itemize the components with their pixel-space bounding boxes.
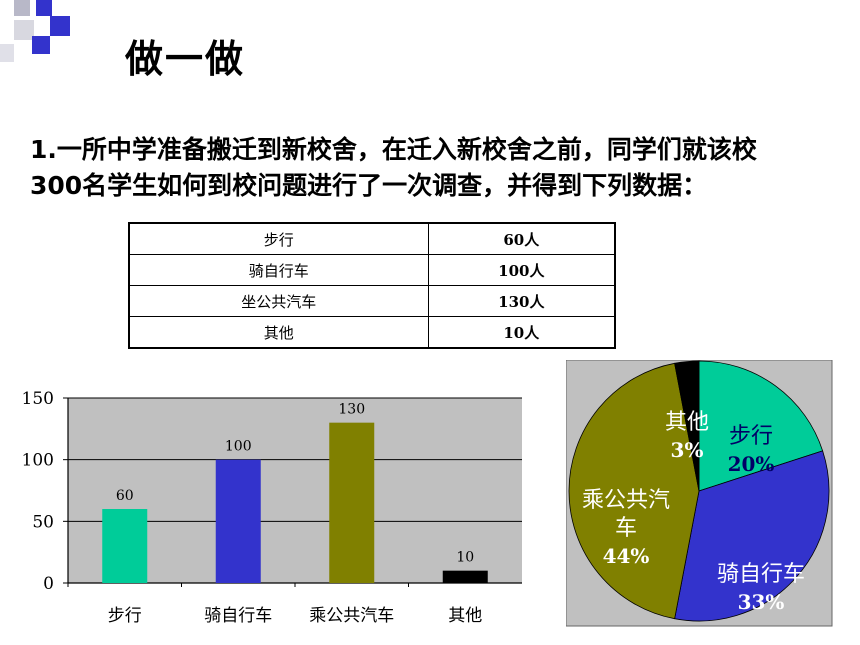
bar-chart: 0 50 100 150 60 步行 100 骑自行车 130 乘公共汽车 10 其他 <box>22 389 522 626</box>
y-tick-label: 0 <box>43 574 54 594</box>
x-tick-label: 乘公共汽车 <box>309 606 394 626</box>
table-cell-value: 130人 <box>427 285 616 317</box>
table-cell-value: 100人 <box>427 254 616 286</box>
data-table: 步行 60人 骑自行车 100人 坐公共汽车 130人 其他 10人 <box>128 222 616 349</box>
y-tick-label: 50 <box>32 512 54 532</box>
slice-label: 20% <box>728 452 775 476</box>
bar <box>102 509 148 583</box>
deco-square <box>36 0 52 16</box>
slice-label: 33% <box>738 590 785 614</box>
x-tick-label: 步行 <box>108 606 142 626</box>
problem-text: 1.一所中学准备搬迁到新校舍，在迁入新校舍之前，同学们就该校300名学生如何到校… <box>30 135 757 200</box>
bar <box>329 422 375 583</box>
table-row: 骑自行车 100人 <box>128 254 616 286</box>
pie-chart: 步行 20% 骑自行车 33% 乘公共汽车 44% 其他 3% <box>566 360 833 627</box>
data-label: 100 <box>225 439 252 455</box>
pie-slice <box>674 360 700 492</box>
pie-slice <box>568 362 700 620</box>
table-cell-label: 坐公共汽车 <box>128 285 429 317</box>
pie-slice <box>674 450 830 622</box>
slice-label: 骑自行车 <box>717 562 805 587</box>
x-tick-label: 其他 <box>448 606 482 626</box>
page-title: 做一做 <box>125 37 246 81</box>
table-cell-value: 10人 <box>427 316 616 349</box>
deco-square <box>0 44 14 62</box>
y-tick-label: 150 <box>22 389 54 409</box>
table-cell-value: 60人 <box>427 222 616 255</box>
bar <box>442 570 488 583</box>
deco-square <box>32 36 50 54</box>
deco-square <box>50 16 70 36</box>
data-label: 130 <box>338 402 365 418</box>
table-row: 坐公共汽车 130人 <box>128 285 616 317</box>
table-row: 步行 60人 <box>128 222 616 255</box>
slice-label: 车 <box>615 516 637 541</box>
deco-square <box>14 20 34 40</box>
slice-label: 步行 <box>729 424 773 449</box>
corner-decoration <box>0 0 80 70</box>
bar <box>215 459 261 583</box>
x-tick-label: 骑自行车 <box>204 606 272 626</box>
data-label: 10 <box>456 550 474 566</box>
table-cell-label: 步行 <box>128 222 429 255</box>
table-row: 其他 10人 <box>128 316 616 349</box>
deco-square <box>14 0 30 16</box>
slice-label: 3% <box>671 438 704 462</box>
slice-label: 其他 <box>665 410 709 435</box>
y-tick-label: 100 <box>22 451 54 471</box>
table-cell-label: 其他 <box>128 316 429 349</box>
table-cell-label: 骑自行车 <box>128 254 429 286</box>
slice-label: 乘公共汽 <box>582 488 670 513</box>
pie-slice <box>698 360 824 492</box>
data-label: 60 <box>116 488 134 504</box>
slice-label: 44% <box>603 544 650 568</box>
